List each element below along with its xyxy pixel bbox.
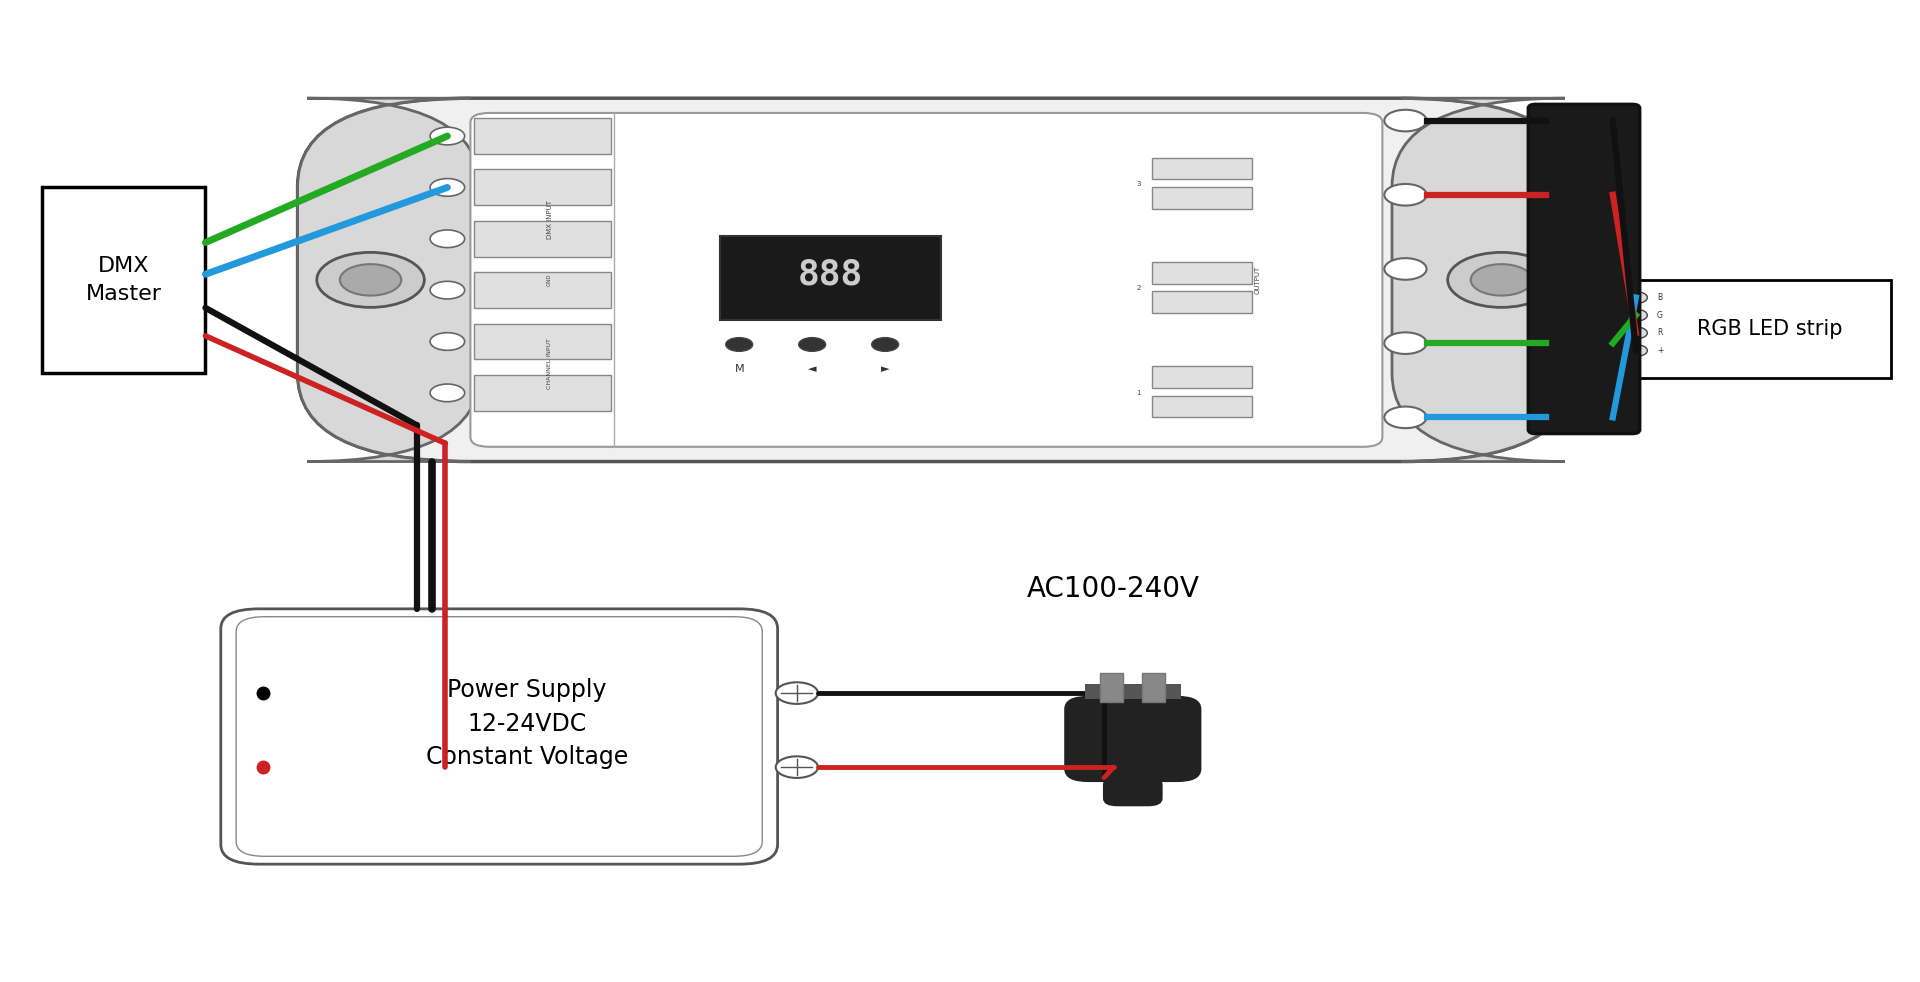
FancyBboxPatch shape bbox=[1528, 104, 1640, 434]
Circle shape bbox=[430, 179, 465, 196]
Text: CHANNEL INPUT: CHANNEL INPUT bbox=[547, 338, 553, 389]
Text: 888: 888 bbox=[799, 257, 862, 291]
Circle shape bbox=[1624, 327, 1647, 339]
FancyBboxPatch shape bbox=[221, 609, 778, 864]
Circle shape bbox=[430, 128, 465, 145]
Bar bbox=[474, 323, 611, 359]
Text: G: G bbox=[1657, 310, 1663, 320]
Text: 3: 3 bbox=[1137, 181, 1140, 188]
FancyBboxPatch shape bbox=[1392, 98, 1574, 462]
Text: ►: ► bbox=[881, 364, 889, 374]
Bar bbox=[1622, 280, 1891, 378]
Bar bbox=[474, 170, 611, 205]
Circle shape bbox=[430, 384, 465, 402]
Text: M: M bbox=[733, 364, 745, 374]
Bar bbox=[474, 375, 611, 410]
Text: OUTPUT: OUTPUT bbox=[1254, 266, 1261, 294]
FancyBboxPatch shape bbox=[1104, 778, 1162, 805]
Bar bbox=[1152, 157, 1252, 179]
Circle shape bbox=[1448, 252, 1555, 307]
Text: DMX INPUT: DMX INPUT bbox=[547, 200, 553, 240]
Bar bbox=[474, 118, 611, 154]
Text: B: B bbox=[1657, 293, 1663, 302]
Circle shape bbox=[1384, 258, 1427, 280]
Text: AC100-240V: AC100-240V bbox=[1027, 575, 1200, 603]
Bar bbox=[1152, 187, 1252, 209]
Text: Power Supply
12-24VDC
Constant Voltage: Power Supply 12-24VDC Constant Voltage bbox=[426, 679, 628, 769]
Circle shape bbox=[726, 338, 753, 352]
Circle shape bbox=[799, 338, 826, 352]
Circle shape bbox=[1384, 332, 1427, 354]
FancyBboxPatch shape bbox=[1066, 697, 1200, 781]
Circle shape bbox=[340, 264, 401, 296]
Circle shape bbox=[1384, 184, 1427, 205]
FancyBboxPatch shape bbox=[298, 98, 1574, 462]
Circle shape bbox=[872, 338, 899, 352]
Circle shape bbox=[1624, 345, 1647, 356]
Bar bbox=[1152, 292, 1252, 313]
FancyBboxPatch shape bbox=[298, 98, 480, 462]
Circle shape bbox=[776, 756, 818, 778]
Circle shape bbox=[430, 333, 465, 351]
Text: GND: GND bbox=[547, 274, 553, 286]
Text: RGB LED strip: RGB LED strip bbox=[1697, 319, 1843, 339]
FancyBboxPatch shape bbox=[236, 617, 762, 856]
Circle shape bbox=[776, 682, 818, 704]
Text: +: + bbox=[1657, 346, 1663, 355]
Text: 1: 1 bbox=[1137, 390, 1140, 396]
Circle shape bbox=[317, 252, 424, 307]
Circle shape bbox=[430, 230, 465, 247]
Bar bbox=[474, 221, 611, 256]
Bar bbox=[720, 237, 941, 320]
Circle shape bbox=[1624, 292, 1647, 303]
Circle shape bbox=[1384, 407, 1427, 428]
Bar bbox=[1152, 396, 1252, 417]
Text: ◄: ◄ bbox=[808, 364, 816, 374]
Circle shape bbox=[430, 281, 465, 299]
Bar bbox=[1100, 673, 1123, 702]
Bar bbox=[1142, 673, 1165, 702]
Text: 2: 2 bbox=[1137, 286, 1140, 292]
Circle shape bbox=[1384, 110, 1427, 132]
Bar bbox=[474, 272, 611, 308]
Bar bbox=[1152, 262, 1252, 284]
Bar bbox=[42, 187, 205, 373]
Text: R: R bbox=[1657, 328, 1663, 338]
Circle shape bbox=[1471, 264, 1532, 296]
Text: DMX
Master: DMX Master bbox=[86, 256, 161, 303]
Bar bbox=[1085, 684, 1181, 699]
Circle shape bbox=[1624, 309, 1647, 321]
Bar bbox=[1152, 366, 1252, 388]
FancyBboxPatch shape bbox=[470, 113, 1382, 447]
